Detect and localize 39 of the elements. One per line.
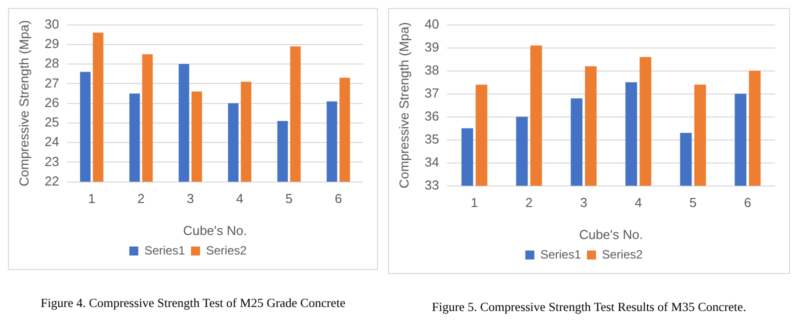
- y-tick-label: 37: [424, 85, 440, 100]
- legend-label: Series1: [540, 247, 582, 262]
- x-tick-label: 2: [137, 191, 145, 206]
- y-tick-label: 27: [44, 75, 60, 90]
- y-tick-label: 34: [424, 154, 440, 170]
- y-tick-label: 38: [424, 62, 440, 78]
- legend-label: Series1: [144, 243, 186, 258]
- y-tick-label: 30: [44, 16, 60, 32]
- y-tick-label: 33: [424, 177, 440, 192]
- x-tick-label: 3: [580, 195, 588, 210]
- x-tick-label: 1: [470, 195, 478, 210]
- legend-label: Series2: [602, 247, 644, 262]
- y-tick-label: 24: [44, 134, 60, 150]
- y-tick-label: 39: [424, 39, 440, 54]
- x-tick-label: 5: [285, 191, 293, 206]
- x-tick-label: 6: [334, 191, 342, 206]
- y-tick-label: 36: [424, 108, 440, 124]
- x-tick-label: 1: [88, 191, 96, 206]
- y-tick-label: 25: [44, 114, 60, 130]
- legend-label: Series2: [206, 243, 248, 258]
- caption: Figure 5. Compressive Strength Test Results of M35 Concrete.: [432, 300, 746, 315]
- y-tick-label: 26: [44, 94, 60, 110]
- y-tick-label: 22: [44, 173, 60, 188]
- y-tick-label: 29: [44, 36, 60, 52]
- x-axis-title: Cube's No.: [183, 222, 247, 238]
- y-tick-label: 40: [424, 16, 440, 32]
- x-tick-label: 6: [744, 195, 752, 210]
- x-tick-label: 4: [634, 195, 642, 210]
- x-tick-label: 4: [236, 191, 244, 206]
- y-tick-label: 35: [424, 131, 440, 146]
- y-tick-label: 23: [44, 154, 60, 169]
- x-tick-label: 5: [689, 195, 697, 210]
- caption: Figure 4. Compressive Strength Test of M25 Grade Concrete: [40, 296, 346, 311]
- x-tick-label: 2: [525, 195, 533, 210]
- y-axis-title: Compressive Strength (Mpa): [396, 22, 412, 188]
- x-tick-label: 3: [186, 191, 194, 206]
- y-tick-label: 28: [44, 56, 60, 71]
- x-axis-title: Cube's No.: [579, 226, 643, 242]
- y-axis-title: Compressive Strength (Mpa): [16, 20, 32, 186]
